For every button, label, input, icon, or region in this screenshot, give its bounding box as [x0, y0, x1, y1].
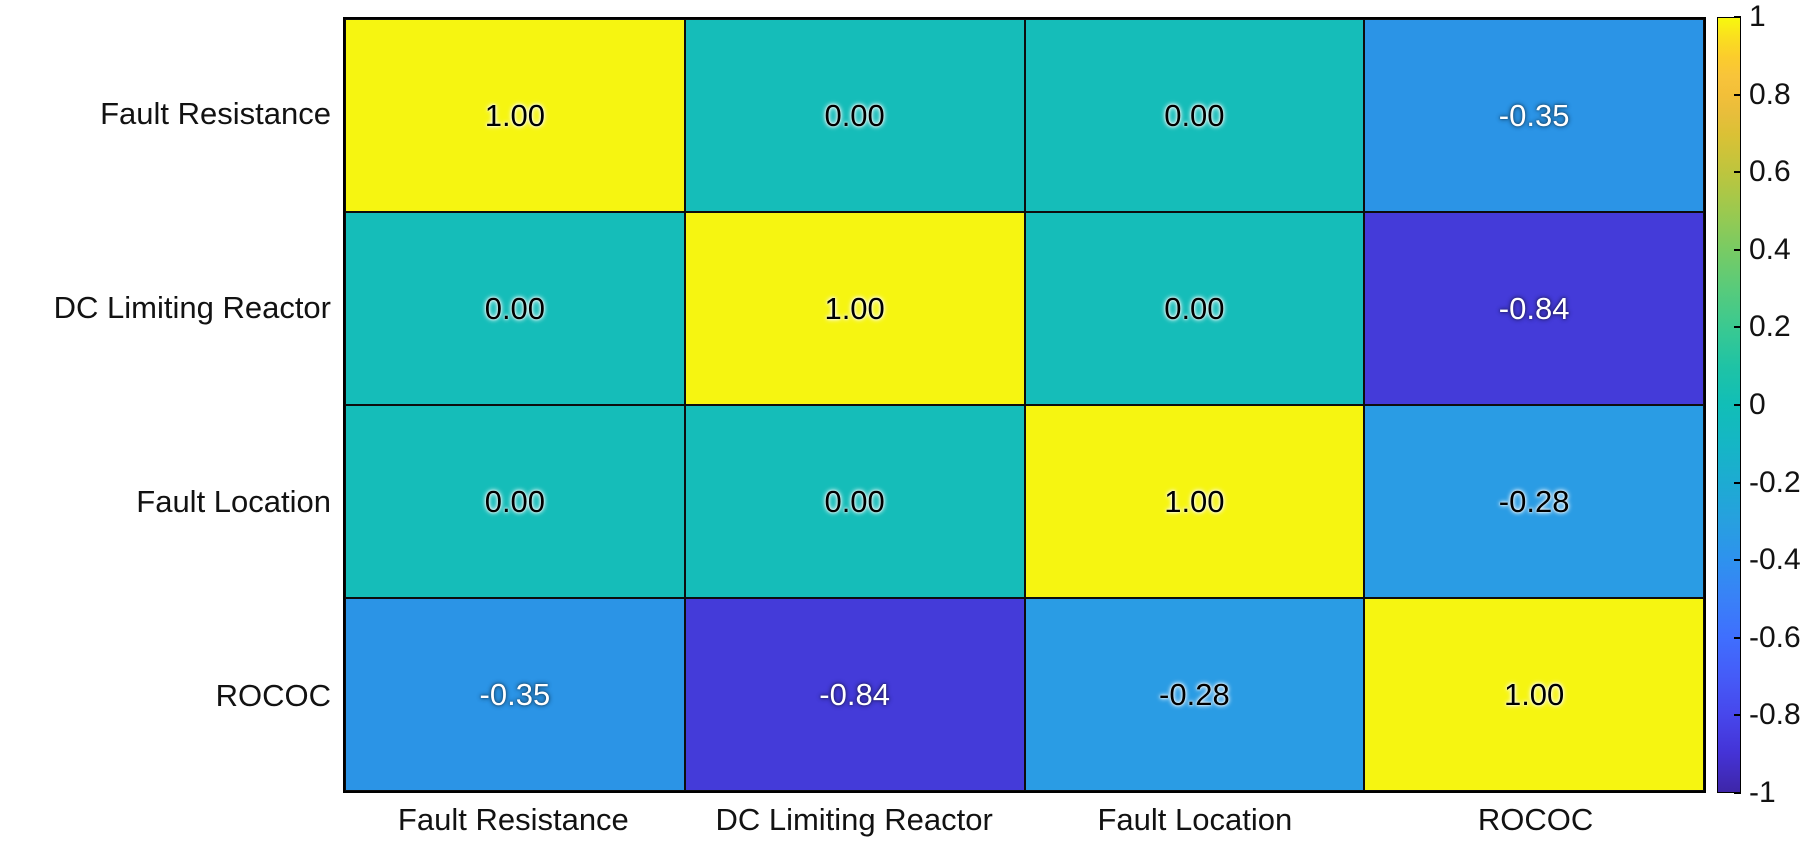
colorbar-tick: [1734, 404, 1741, 406]
heatmap-cell: 0.00: [684, 405, 1025, 598]
column-label: Fault Location: [1097, 802, 1293, 837]
row-label: Fault Location: [136, 484, 331, 519]
x-axis-labels: Fault Resistance DC Limiting Reactor Fault…: [343, 802, 1706, 842]
heatmap-cell: 1.00: [345, 19, 685, 212]
column-label: ROCOC: [1477, 802, 1594, 837]
row-label: ROCOC: [215, 678, 331, 713]
heatmap-cell: -0.35: [345, 598, 685, 791]
cell-value: 0.00: [1164, 98, 1225, 133]
heatmap-cell: -0.84: [684, 598, 1025, 791]
cell-value: 1.00: [1503, 677, 1565, 712]
cell-value: 0.00: [484, 484, 546, 519]
heatmap-cell: 1.00: [1024, 405, 1365, 598]
colorbar-tick-label: 0: [1749, 388, 1766, 421]
colorbar-tick-label: 0.8: [1749, 77, 1791, 111]
colorbar-tick-label: 0.6: [1749, 155, 1791, 189]
colorbar-tick-label: -0.2: [1749, 465, 1801, 499]
y-axis-labels: Fault Resistance DC Limiting Reactor Fault…: [0, 17, 331, 793]
colorbar-tick-label: -0.6: [1749, 620, 1801, 654]
row-label: DC Limiting Reactor: [53, 290, 331, 325]
cell-value: -0.84: [819, 677, 890, 712]
heatmap-cell: 0.00: [345, 212, 685, 405]
colorbar-tick-label: 0.4: [1749, 232, 1791, 266]
heatmap-cell: -0.28: [1024, 598, 1365, 791]
colorbar-tick-label: 1: [1749, 0, 1766, 33]
colorbar-tick: [1734, 559, 1741, 562]
cell-value: 0.00: [484, 291, 546, 326]
cell-value: -0.84: [1498, 291, 1570, 326]
colorbar-tick: [1734, 171, 1741, 174]
cell-value: 0.00: [824, 98, 885, 133]
colorbar-tick: [1734, 792, 1741, 794]
cell-value: 0.00: [824, 484, 885, 519]
cell-value: -0.28: [1498, 484, 1570, 519]
cell-value: -0.35: [1498, 98, 1570, 133]
row-label: Fault Resistance: [100, 96, 331, 131]
heatmap-cell: 0.00: [1024, 212, 1365, 405]
colorbar-tick: [1734, 636, 1741, 639]
cell-value: 1.00: [1164, 484, 1225, 519]
cell-value: 1.00: [484, 98, 546, 133]
column-label: Fault Resistance: [397, 802, 629, 837]
colorbar-tick-label: 0.2: [1749, 310, 1791, 344]
cell-value: 0.00: [1164, 291, 1225, 326]
heatmap-cell: -0.35: [1364, 19, 1704, 212]
colorbar-tick: [1734, 326, 1741, 329]
colorbar-tick: [1734, 481, 1741, 484]
colorbar-tick: [1734, 16, 1741, 18]
heatmap-cell: 0.00: [345, 405, 685, 598]
heatmap-cell: 1.00: [684, 212, 1025, 405]
heatmap-cell: 1.00: [1364, 598, 1704, 791]
colorbar-tick-label: -1: [1749, 776, 1776, 809]
cell-value: 1.00: [824, 291, 885, 326]
colorbar-tick-label: -0.4: [1749, 543, 1801, 577]
heatmap-cell: 0.00: [1024, 19, 1365, 212]
colorbar-tick-label: -0.8: [1749, 698, 1801, 732]
cell-value: -0.35: [479, 677, 551, 712]
colorbar-tick: [1734, 248, 1741, 251]
column-label: DC Limiting Reactor: [715, 802, 993, 837]
heatmap-cell: -0.28: [1364, 405, 1704, 598]
heatmap-cell: 0.00: [684, 19, 1025, 212]
colorbar-tick: [1734, 714, 1741, 717]
colorbar-tick: [1734, 93, 1741, 96]
heatmap-cell: -0.84: [1364, 212, 1704, 405]
heatmap-grid: 1.00 0.00 0.00 -0.35 0.00 1.00 0.00 -0.84 0.00 0.…: [343, 17, 1706, 793]
cell-value: -0.28: [1159, 677, 1230, 712]
